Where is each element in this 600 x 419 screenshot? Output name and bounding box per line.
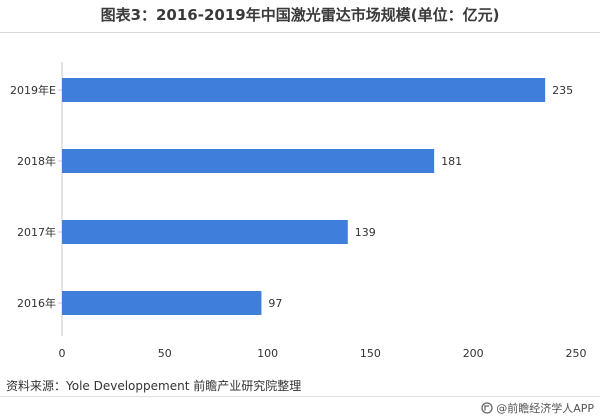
data-label: 97 [268, 297, 282, 310]
x-tick-label: 50 [158, 347, 172, 360]
bar [62, 149, 435, 173]
x-tick-label: 200 [463, 347, 484, 360]
data-label: 181 [441, 155, 462, 168]
x-tick-label: 100 [257, 347, 278, 360]
chart-title: 图表3：2016-2019年中国激光雷达市场规模(单位：亿元) [100, 6, 500, 24]
bar [62, 291, 262, 315]
footer-divider [0, 396, 600, 397]
data-label: 139 [355, 226, 376, 239]
title-divider [0, 32, 600, 33]
brand-text: @前瞻经济学人APP [496, 402, 594, 415]
y-tick-label: 2018年 [17, 154, 56, 168]
source-note: 资料来源：Yole Developpement 前瞻产业研究院整理 [6, 379, 302, 393]
y-tick-label: 2019年E [10, 83, 56, 97]
y-tick-label: 2016年 [17, 296, 56, 310]
x-tick-label: 150 [360, 347, 381, 360]
x-tick-label: 250 [566, 347, 587, 360]
brand-logo-icon [481, 402, 493, 414]
bar [62, 220, 348, 244]
data-label: 235 [552, 84, 573, 97]
x-tick-label: 0 [59, 347, 66, 360]
y-tick-label: 2017年 [17, 225, 56, 239]
brand-watermark: @前瞻经济学人APP [481, 400, 594, 416]
bar [62, 78, 546, 102]
